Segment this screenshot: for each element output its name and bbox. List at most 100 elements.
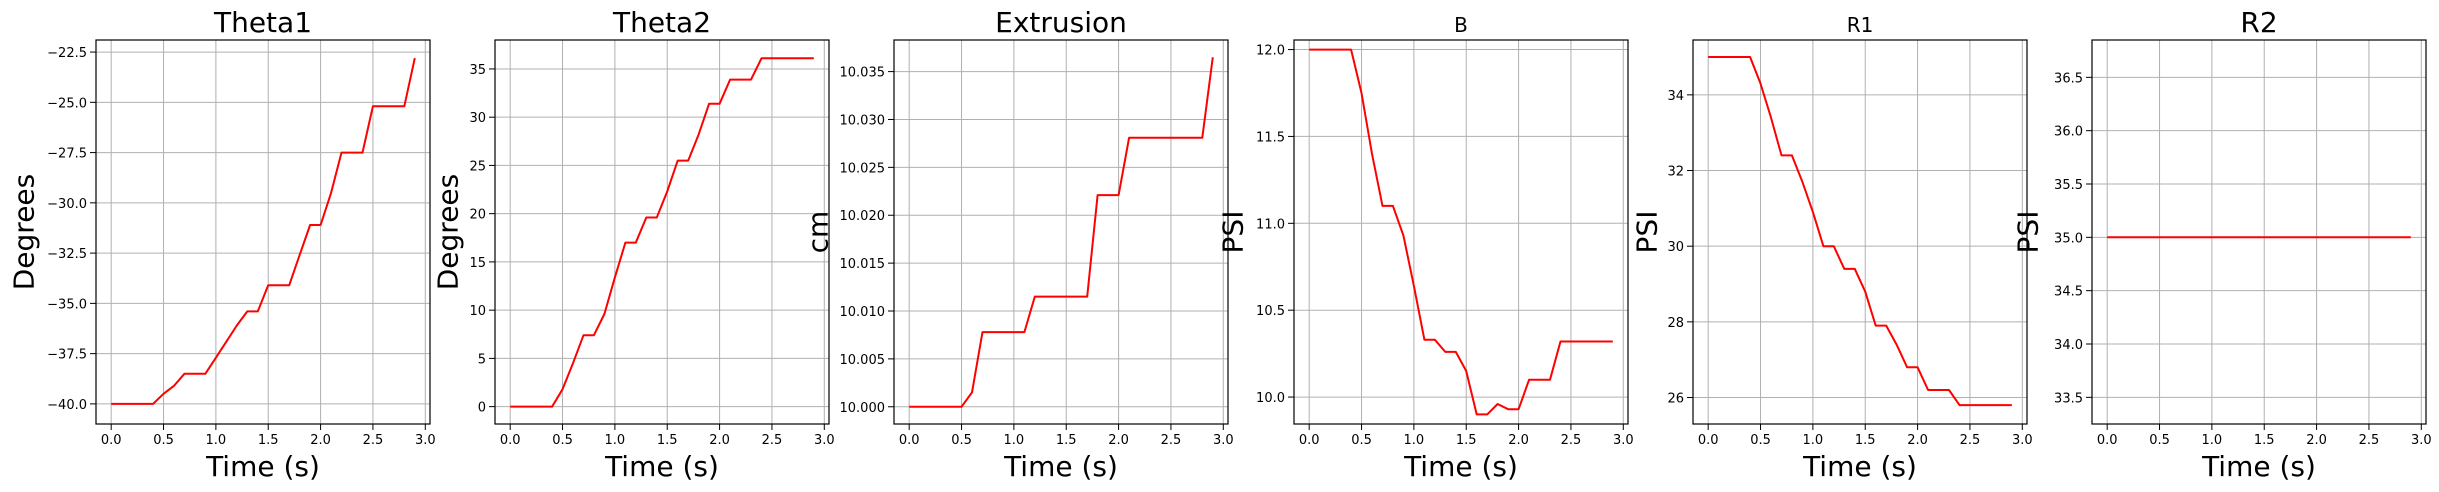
y-tick-label: 20	[469, 208, 486, 223]
y-tick-label: −37.5	[47, 348, 87, 363]
x-tick-label: 2.5	[2359, 433, 2380, 448]
y-tick-label: 32	[1667, 165, 1684, 180]
x-tick-label: 2.5	[1561, 433, 1582, 448]
y-tick-label: −22.5	[47, 46, 87, 61]
y-tick-label: 15	[469, 256, 486, 271]
y-tick-label: 10.030	[840, 113, 886, 128]
x-axis-label: Time (s)	[1802, 450, 1917, 483]
x-tick-label: 1.5	[1855, 433, 1876, 448]
x-tick-label: 3.0	[1613, 433, 1634, 448]
x-tick-label: 3.0	[2012, 433, 2033, 448]
x-tick-label: 0.5	[552, 433, 573, 448]
chart-panel-5: 0.0 0.5 1.0 1.5 2.0 2.5 3.0 26 28 30 32 34 R1 Time (s…	[1631, 13, 2033, 483]
x-tick-label: 2.5	[363, 433, 384, 448]
y-tick-label: 36.0	[2054, 125, 2083, 140]
y-tick-label: 30	[1667, 240, 1684, 255]
y-tick-label: 10.020	[840, 209, 886, 224]
y-tick-label: 10.005	[840, 353, 886, 368]
y-tick-label: 10.000	[840, 401, 886, 416]
axes-frame	[494, 39, 830, 425]
x-tick-label: 3.0	[2411, 433, 2432, 448]
y-axis-label: Degrees	[8, 174, 41, 291]
x-tick-label: 1.5	[1056, 433, 1077, 448]
axes-frame	[95, 39, 431, 425]
y-tick-label: −25.0	[47, 96, 87, 111]
chart-title: R2	[2240, 6, 2277, 39]
x-tick-label: 1.0	[206, 433, 227, 448]
y-tick-label: 10	[469, 304, 486, 319]
x-tick-label: 0.5	[1750, 433, 1771, 448]
x-tick-label: 3.0	[1213, 433, 1234, 448]
y-tick-label: −35.0	[47, 297, 87, 312]
y-tick-label: 26	[1667, 392, 1684, 407]
y-tick-label: 28	[1667, 316, 1684, 331]
x-tick-label: 2.0	[1108, 433, 1129, 448]
x-tick-label: 2.0	[1508, 433, 1529, 448]
chart-panel-3: 0.0 0.5 1.0 1.5 2.0 2.5 3.0 10.000 10.005 10.010 1…	[802, 6, 1234, 483]
y-tick-label: 25	[469, 159, 486, 174]
y-tick-label: −32.5	[47, 247, 87, 262]
x-tick-label: 1.0	[2202, 433, 2223, 448]
y-tick-label: 34	[1667, 89, 1684, 104]
y-tick-label: 10.0	[1256, 391, 1285, 406]
x-tick-label: 1.0	[1404, 433, 1425, 448]
y-tick-label: 10.010	[840, 305, 886, 320]
y-tick-label: 10.5	[1256, 304, 1285, 319]
y-axis-label: PSI	[1631, 211, 1664, 254]
series-line-1	[909, 57, 1214, 408]
series-line-1	[1708, 56, 2012, 407]
x-tick-label: 0.0	[101, 433, 122, 448]
y-tick-label: 10.015	[840, 257, 886, 272]
series-line-1	[111, 57, 416, 405]
chart-title: Theta2	[612, 6, 711, 39]
x-tick-label: 1.5	[258, 433, 279, 448]
chart-panel-6: 0.0 0.5 1.0 1.5 2.0 2.5 3.0 33.5 34.0 34.5 35.0 35.…	[2012, 6, 2432, 483]
y-tick-label: 36.5	[2054, 71, 2083, 86]
x-axis-label: Time (s)	[205, 450, 320, 483]
chart-title: R1	[1847, 13, 1874, 37]
y-axis-label: Degrees	[432, 174, 465, 291]
x-axis-label: Time (s)	[2201, 450, 2316, 483]
x-axis-label: Time (s)	[1003, 450, 1118, 483]
y-tick-label: 10.035	[840, 66, 886, 81]
x-tick-label: 0.0	[1299, 433, 1320, 448]
y-tick-label: 0	[478, 401, 486, 416]
x-tick-label: 2.5	[1960, 433, 1981, 448]
x-tick-label: 2.5	[1161, 433, 1182, 448]
chart-panel-1: 0.0 0.5 1.0 1.5 2.0 2.5 3.0 −40.0 −37.5 −35.0 −32.…	[8, 6, 436, 483]
x-tick-label: 2.0	[1907, 433, 1928, 448]
x-tick-label: 1.0	[1004, 433, 1025, 448]
axes-frame	[893, 39, 1229, 425]
x-tick-label: 3.0	[814, 433, 835, 448]
x-tick-label: 0.5	[1351, 433, 1372, 448]
y-tick-label: 30	[469, 111, 486, 126]
y-tick-label: 35	[469, 63, 486, 78]
y-tick-label: 5	[478, 352, 486, 367]
y-tick-label: 11.5	[1256, 130, 1285, 145]
series-line-1	[510, 57, 814, 408]
y-tick-label: 35.5	[2054, 178, 2083, 193]
x-tick-label: 0.0	[1698, 433, 1719, 448]
y-tick-label: 34.0	[2054, 338, 2083, 353]
y-tick-label: 33.5	[2054, 391, 2083, 406]
y-axis-label: PSI	[1217, 211, 1250, 254]
y-axis-label: cm	[802, 211, 835, 254]
series-line-1	[1309, 48, 1613, 416]
x-tick-label: 0.5	[2149, 433, 2170, 448]
x-tick-label: 0.5	[951, 433, 972, 448]
y-tick-label: −40.0	[47, 398, 87, 413]
axes-frame	[2091, 39, 2427, 425]
x-tick-label: 1.0	[605, 433, 626, 448]
x-axis-label: Time (s)	[1403, 450, 1518, 483]
x-tick-label: 1.5	[657, 433, 678, 448]
y-tick-label: 12.0	[1256, 44, 1285, 59]
x-tick-label: 2.0	[310, 433, 331, 448]
x-tick-label: 0.0	[899, 433, 920, 448]
x-tick-label: 0.0	[500, 433, 521, 448]
y-tick-label: −27.5	[47, 147, 87, 162]
y-tick-label: 11.0	[1256, 217, 1285, 232]
y-tick-label: 10.025	[840, 161, 886, 176]
chart-title: Extrusion	[995, 6, 1127, 39]
y-tick-label: 35.0	[2054, 231, 2083, 246]
